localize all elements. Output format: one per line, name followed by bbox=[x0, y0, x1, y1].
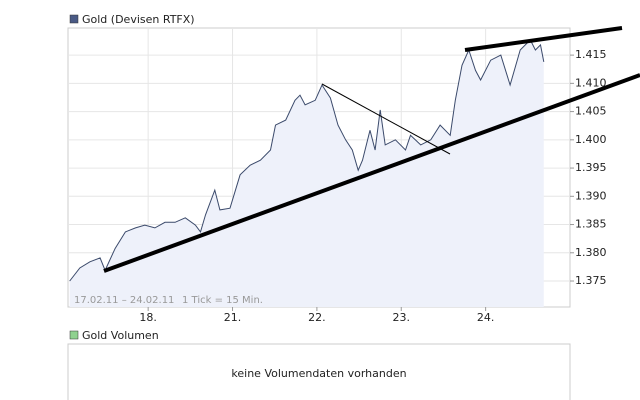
y-tick-label: 1.390 bbox=[575, 189, 607, 202]
y-tick-label: 1.395 bbox=[575, 161, 607, 174]
y-tick-label: 1.380 bbox=[575, 246, 607, 259]
trend-lines bbox=[103, 26, 640, 273]
volume-message: keine Volumendaten vorhanden bbox=[231, 367, 406, 380]
x-tick-label: 24. bbox=[477, 311, 495, 324]
price-line bbox=[69, 39, 545, 282]
x-tick-label: 23. bbox=[393, 311, 411, 324]
y-tick-label: 1.410 bbox=[575, 76, 607, 89]
y-tick-label: 1.375 bbox=[575, 274, 607, 287]
x-tick-label: 18. bbox=[139, 311, 157, 324]
trend-line bbox=[464, 26, 623, 52]
trend-line bbox=[321, 83, 451, 155]
volume-panel bbox=[67, 343, 571, 400]
volume-legend: Gold Volumen bbox=[82, 329, 159, 342]
legend-swatch bbox=[69, 14, 79, 24]
y-tick-label: 1.400 bbox=[575, 133, 607, 146]
legend-label: Gold (Devisen RTFX) bbox=[82, 13, 195, 26]
x-tick-label: 22. bbox=[308, 311, 326, 324]
y-tick-label: 1.415 bbox=[575, 48, 607, 61]
y-tick-label: 1.405 bbox=[575, 105, 607, 118]
legend-swatch bbox=[69, 330, 79, 340]
trend-line bbox=[103, 73, 640, 273]
tick-info: 1 Tick = 15 Min. bbox=[182, 295, 263, 306]
x-tick-label: 21. bbox=[224, 311, 242, 324]
y-tick-label: 1.385 bbox=[575, 218, 607, 231]
date-range: 17.02.11 – 24.02.11 bbox=[74, 295, 174, 306]
